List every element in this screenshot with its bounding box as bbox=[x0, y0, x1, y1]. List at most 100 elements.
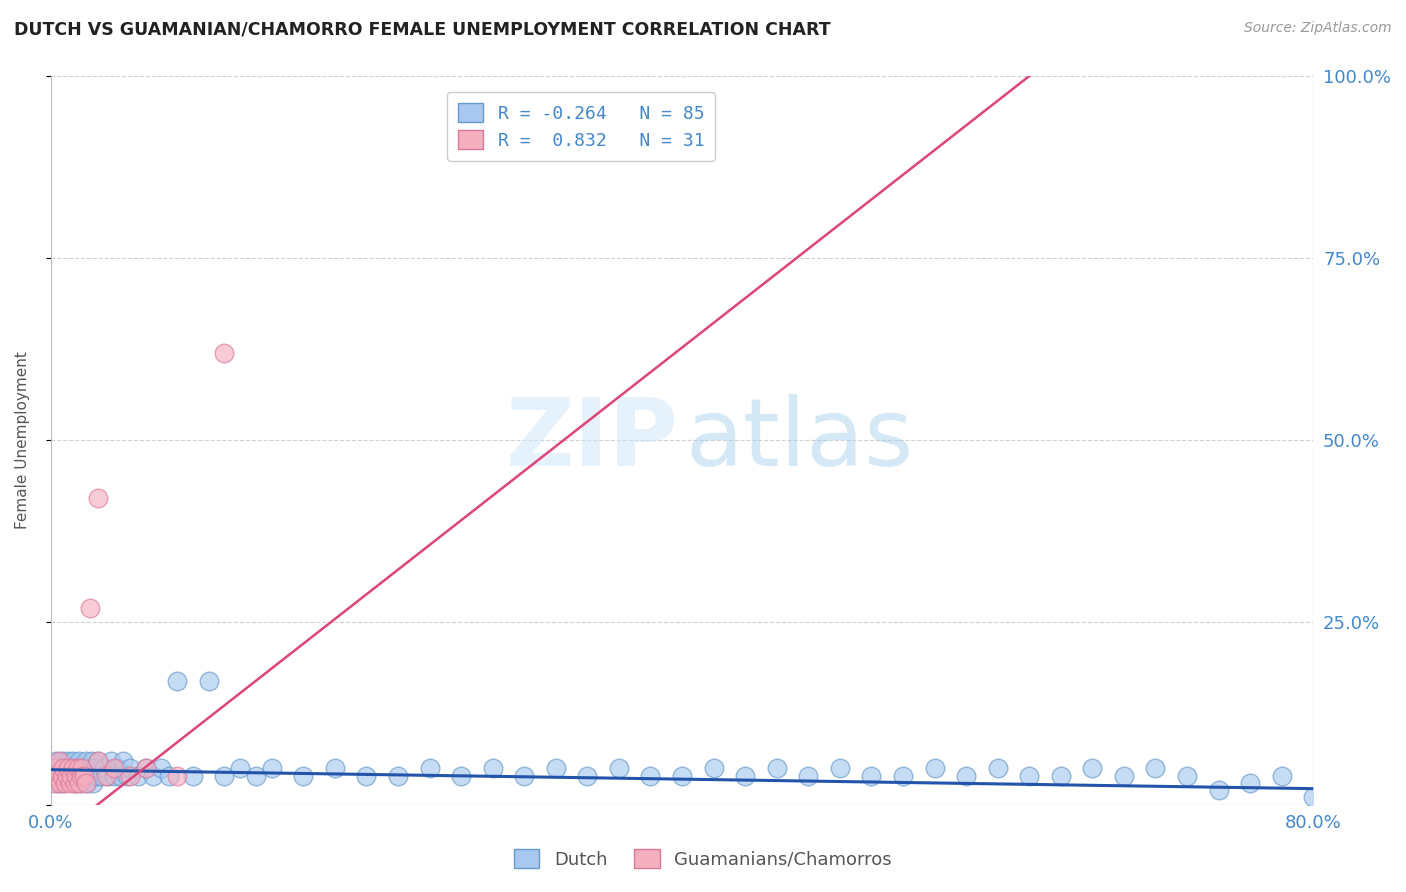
Point bbox=[1208, 783, 1230, 797]
Point bbox=[513, 768, 536, 782]
Point bbox=[640, 768, 662, 782]
Point bbox=[987, 761, 1010, 775]
Point bbox=[82, 776, 104, 790]
Point bbox=[73, 768, 96, 782]
Point bbox=[734, 768, 756, 782]
Point bbox=[49, 776, 72, 790]
Point bbox=[292, 768, 315, 782]
Point bbox=[1302, 790, 1324, 805]
Point bbox=[214, 768, 236, 782]
Point bbox=[63, 776, 86, 790]
Point bbox=[41, 761, 63, 775]
Point bbox=[1271, 768, 1294, 782]
Point bbox=[76, 776, 98, 790]
Point bbox=[127, 768, 149, 782]
Text: ZIP: ZIP bbox=[505, 394, 678, 486]
Point bbox=[214, 345, 236, 359]
Point bbox=[62, 754, 84, 768]
Point bbox=[860, 768, 883, 782]
Point bbox=[797, 768, 820, 782]
Point bbox=[245, 768, 267, 782]
Point bbox=[112, 754, 135, 768]
Point bbox=[51, 754, 73, 768]
Point bbox=[1239, 776, 1261, 790]
Point bbox=[55, 768, 77, 782]
Point bbox=[94, 768, 117, 782]
Point bbox=[157, 768, 180, 782]
Point bbox=[1018, 768, 1040, 782]
Point bbox=[73, 768, 96, 782]
Point bbox=[576, 768, 599, 782]
Point bbox=[100, 754, 122, 768]
Point bbox=[90, 768, 112, 782]
Point bbox=[86, 768, 108, 782]
Point bbox=[828, 761, 851, 775]
Point bbox=[110, 768, 132, 782]
Point bbox=[450, 768, 472, 782]
Point bbox=[1081, 761, 1104, 775]
Point bbox=[765, 761, 787, 775]
Point bbox=[55, 768, 77, 782]
Point bbox=[63, 776, 86, 790]
Text: Source: ZipAtlas.com: Source: ZipAtlas.com bbox=[1244, 21, 1392, 35]
Point bbox=[62, 761, 84, 775]
Point bbox=[59, 776, 82, 790]
Point bbox=[69, 776, 91, 790]
Point bbox=[544, 761, 567, 775]
Point bbox=[65, 761, 87, 775]
Point bbox=[97, 768, 120, 782]
Point bbox=[45, 754, 67, 768]
Point bbox=[166, 673, 188, 688]
Point bbox=[58, 754, 80, 768]
Point bbox=[419, 761, 441, 775]
Point bbox=[134, 761, 156, 775]
Point bbox=[260, 761, 283, 775]
Point bbox=[46, 768, 69, 782]
Point bbox=[58, 761, 80, 775]
Point bbox=[1175, 768, 1198, 782]
Legend: Dutch, Guamanians/Chamorros: Dutch, Guamanians/Chamorros bbox=[508, 842, 898, 876]
Point bbox=[65, 768, 87, 782]
Point bbox=[87, 754, 110, 768]
Point bbox=[323, 761, 346, 775]
Point bbox=[142, 768, 165, 782]
Point bbox=[48, 761, 70, 775]
Point bbox=[87, 754, 110, 768]
Point bbox=[75, 776, 97, 790]
Y-axis label: Female Unemployment: Female Unemployment bbox=[15, 351, 30, 529]
Point bbox=[79, 768, 101, 782]
Point bbox=[48, 754, 70, 768]
Point bbox=[79, 600, 101, 615]
Point bbox=[607, 761, 630, 775]
Point bbox=[67, 754, 90, 768]
Point bbox=[1049, 768, 1071, 782]
Point bbox=[93, 761, 115, 775]
Point bbox=[103, 768, 125, 782]
Point bbox=[53, 776, 76, 790]
Point bbox=[52, 761, 75, 775]
Point bbox=[49, 768, 72, 782]
Point bbox=[69, 768, 91, 782]
Point bbox=[105, 761, 128, 775]
Point bbox=[42, 776, 65, 790]
Point bbox=[703, 761, 725, 775]
Point bbox=[387, 768, 409, 782]
Point bbox=[150, 761, 173, 775]
Legend: R = -0.264   N = 85, R =  0.832   N = 31: R = -0.264 N = 85, R = 0.832 N = 31 bbox=[447, 92, 716, 161]
Point bbox=[72, 761, 94, 775]
Point bbox=[891, 768, 914, 782]
Point bbox=[197, 673, 219, 688]
Point bbox=[41, 768, 63, 782]
Point bbox=[42, 768, 65, 782]
Point bbox=[924, 761, 946, 775]
Point bbox=[115, 768, 138, 782]
Text: atlas: atlas bbox=[686, 394, 914, 486]
Point bbox=[66, 761, 89, 775]
Point bbox=[134, 761, 156, 775]
Point bbox=[103, 761, 125, 775]
Point bbox=[181, 768, 204, 782]
Point bbox=[87, 491, 110, 506]
Point bbox=[118, 768, 141, 782]
Point bbox=[66, 768, 89, 782]
Point bbox=[84, 761, 107, 775]
